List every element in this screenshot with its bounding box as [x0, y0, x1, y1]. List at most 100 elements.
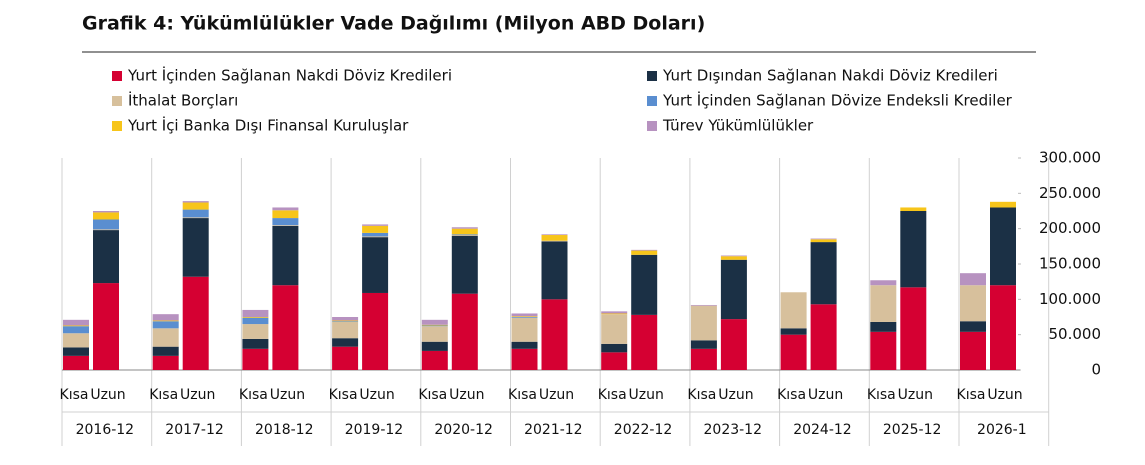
- bar-segment: [242, 317, 269, 325]
- bar-segment: [93, 212, 119, 220]
- bar-segment: [272, 285, 299, 370]
- bar-segment: [93, 230, 119, 284]
- bar-segment: [960, 331, 986, 370]
- bar-segment: [960, 321, 986, 332]
- x-tick-label: Kısa: [60, 387, 89, 403]
- group-label: 2018-12: [255, 422, 314, 438]
- group-label: 2017-12: [165, 422, 224, 438]
- bar-segment: [182, 276, 209, 370]
- bar-segment: [421, 324, 448, 326]
- bar-segment: [511, 316, 538, 317]
- bar-segment: [332, 321, 359, 339]
- x-tick-label: Uzun: [629, 387, 664, 403]
- bar-segment: [990, 285, 1016, 370]
- bar-segment: [182, 217, 209, 219]
- bar-segment: [451, 227, 478, 229]
- bar-segment: [511, 341, 538, 349]
- legend-swatch: [112, 71, 122, 81]
- bar-segment: [362, 236, 389, 238]
- bar-segment: [242, 317, 269, 318]
- bar-segment: [900, 211, 927, 288]
- bar-segment: [152, 328, 179, 347]
- bar-segment: [362, 237, 389, 293]
- bar-segment: [332, 346, 359, 370]
- bar-segment: [272, 210, 299, 219]
- y-tick-label: 100.000: [1039, 290, 1101, 308]
- bar-segment: [780, 328, 807, 335]
- bar-segment: [362, 232, 389, 237]
- bar-segment: [541, 240, 568, 242]
- bar-segment: [93, 219, 119, 230]
- x-tick-label: Kısa: [239, 387, 268, 403]
- x-tick-label: Kısa: [418, 387, 447, 403]
- bar-segment: [780, 292, 807, 329]
- bar-segment: [152, 321, 179, 329]
- bar-segment: [451, 234, 478, 236]
- bar-segment: [242, 309, 269, 317]
- x-tick-label: Kısa: [508, 387, 537, 403]
- group-label: 2024-12: [793, 422, 852, 438]
- legend-swatch: [647, 71, 657, 81]
- bar-segment: [541, 235, 568, 241]
- bar-segment: [870, 285, 897, 322]
- bar-segment: [152, 346, 179, 356]
- group-label: 2023-12: [704, 422, 763, 438]
- bar-segment: [601, 314, 628, 344]
- y-tick-label: 200.000: [1039, 219, 1101, 237]
- legend-swatch: [647, 121, 657, 131]
- bar-segment: [720, 319, 747, 370]
- y-tick-label: 0: [1091, 361, 1101, 379]
- legend-label: Yurt Dışından Sağlanan Nakdi Döviz Kredi…: [662, 67, 998, 85]
- bar-segment: [93, 211, 119, 213]
- bar-segment: [332, 321, 359, 322]
- bar-segment: [362, 224, 389, 226]
- bar-segment: [870, 280, 897, 286]
- bar-segment: [93, 229, 119, 231]
- bar-segment: [451, 235, 478, 294]
- legend-label: Yurt İçinden Sağlanan Dövize Endeksli Kr…: [662, 91, 1013, 110]
- bar-segment: [810, 304, 837, 370]
- group-label: 2025-12: [883, 422, 942, 438]
- bar-segment: [451, 228, 478, 235]
- bar-segment: [900, 207, 927, 211]
- bar-segment: [152, 320, 179, 322]
- bar-segment: [63, 355, 89, 370]
- bar-segment: [182, 209, 209, 218]
- x-tick-label: Kısa: [777, 387, 806, 403]
- group-label: 2016-12: [76, 422, 135, 438]
- group-label: 2021-12: [524, 422, 583, 438]
- bar-segment: [780, 334, 807, 370]
- bar-segment: [990, 201, 1016, 208]
- bar-segment: [900, 287, 927, 370]
- bar-segment: [990, 207, 1016, 286]
- bar-segment: [690, 304, 717, 306]
- bar-segment: [421, 341, 448, 351]
- bar-segment: [421, 325, 448, 327]
- bar-segment: [870, 331, 897, 370]
- legend-label: Yurt İçinden Sağlanan Nakdi Döviz Kredil…: [127, 66, 452, 85]
- bar-segment: [63, 325, 89, 327]
- bar-segment: [631, 249, 658, 251]
- bar-segment: [631, 250, 658, 255]
- bar-segment: [242, 348, 269, 370]
- bar-segment: [601, 313, 628, 315]
- bar-segment: [63, 347, 89, 356]
- bar-segment: [511, 317, 538, 342]
- bar-segment: [63, 333, 89, 348]
- bar-segment: [511, 317, 538, 318]
- bar-segment: [511, 313, 538, 317]
- x-tick-label: Kısa: [329, 387, 358, 403]
- bar-segment: [421, 326, 448, 342]
- group-label: 2022-12: [614, 422, 673, 438]
- x-tick-label: Uzun: [180, 387, 215, 403]
- bar-segment: [810, 242, 837, 305]
- x-tick-label: Uzun: [90, 387, 125, 403]
- y-tick-label: 300.000: [1039, 149, 1101, 167]
- chart-title: Grafik 4: Yükümlülükler Vade Dağılımı (M…: [82, 13, 705, 35]
- bar-segment: [720, 255, 747, 257]
- bar-segment: [601, 311, 628, 314]
- bar-segment: [421, 350, 448, 370]
- bar-segment: [451, 235, 478, 236]
- x-tick-label: Kısa: [957, 387, 986, 403]
